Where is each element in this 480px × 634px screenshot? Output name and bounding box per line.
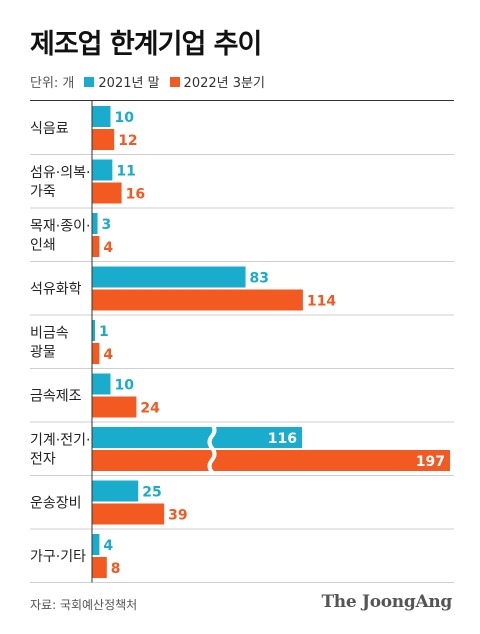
category-label: 석유화학 [30, 281, 82, 297]
category-label: 가죽 [30, 184, 56, 200]
value-label-2022q3: 16 [126, 187, 145, 203]
brand-logo: The JoongAng [321, 592, 452, 612]
bar-2022q3 [92, 343, 100, 364]
legend-swatch-2021 [84, 76, 95, 87]
bar-2021 [92, 213, 98, 234]
bar-2022q3 [92, 129, 115, 150]
legend-item-2022q3: 2022년 3분기 [169, 72, 265, 91]
value-label-2021: 83 [250, 271, 269, 287]
value-label-2022q3: 24 [140, 401, 160, 417]
value-label-2022q3: 12 [118, 133, 137, 149]
bar-2022q3 [92, 503, 165, 525]
legend-label-2021: 2021년 말 [98, 76, 160, 91]
bar-2022q3 [92, 289, 303, 311]
bar-2022q3 [92, 557, 107, 578]
axis-break-mark [207, 422, 217, 474]
value-label-2022q3: 4 [103, 347, 113, 363]
category-label: 인쇄 [30, 237, 56, 253]
bar-2021 [92, 320, 95, 341]
bar-2021 [92, 266, 246, 288]
value-label-2021: 10 [115, 378, 135, 394]
category-label: 가구·기타 [30, 549, 86, 565]
category-label: 금속제조 [30, 388, 82, 404]
category-label: 운송장비 [30, 495, 82, 511]
value-label-2021: 25 [142, 485, 161, 501]
category-label: 전자 [30, 451, 56, 467]
bar-2021 [92, 427, 302, 448]
source-note: 자료: 국회예산정책처 [30, 598, 138, 612]
bar-2022q3 [92, 450, 450, 471]
category-label: 광물 [30, 344, 56, 360]
chart-title: 제조업 한계기업 추이 [30, 29, 262, 60]
value-label-2022q3: 8 [111, 561, 121, 577]
value-label-2021: 3 [102, 217, 112, 233]
chart-top-rule [30, 100, 454, 101]
legend-label-2022q3: 2022년 3분기 [183, 76, 265, 91]
value-label-2021: 4 [103, 538, 113, 554]
value-label-2021: 10 [115, 110, 135, 126]
bar-2021 [92, 373, 111, 395]
unit-label: 단위: 개 [30, 76, 75, 91]
legend-swatch-2022q3 [169, 76, 180, 87]
value-label-2022q3: 114 [307, 294, 336, 310]
category-label: 식음료 [30, 121, 69, 137]
bar-2021 [92, 534, 100, 555]
bar-2021 [92, 159, 113, 181]
value-label-2022q3: 4 [103, 240, 113, 256]
value-label-2021: 1 [99, 324, 109, 340]
category-label: 기계·전기· [30, 432, 90, 448]
value-label-2022q3: 39 [168, 508, 187, 524]
bar-2022q3 [92, 182, 122, 204]
value-label-2021: 11 [116, 164, 135, 180]
category-label: 섬유·의복· [30, 165, 90, 181]
category-label: 비금속 [30, 325, 69, 341]
value-label-2022q3: 197 [416, 454, 445, 470]
bar-2021 [92, 480, 139, 502]
bar-2022q3 [92, 396, 137, 418]
bar-2022q3 [92, 236, 100, 257]
category-label: 목재·종이· [30, 218, 90, 234]
bar-2021 [92, 106, 111, 127]
legend: 단위: 개 2021년 말 2022년 3분기 [30, 72, 275, 91]
legend-item-2021: 2021년 말 [84, 72, 160, 91]
value-label-2021: 116 [268, 431, 297, 447]
